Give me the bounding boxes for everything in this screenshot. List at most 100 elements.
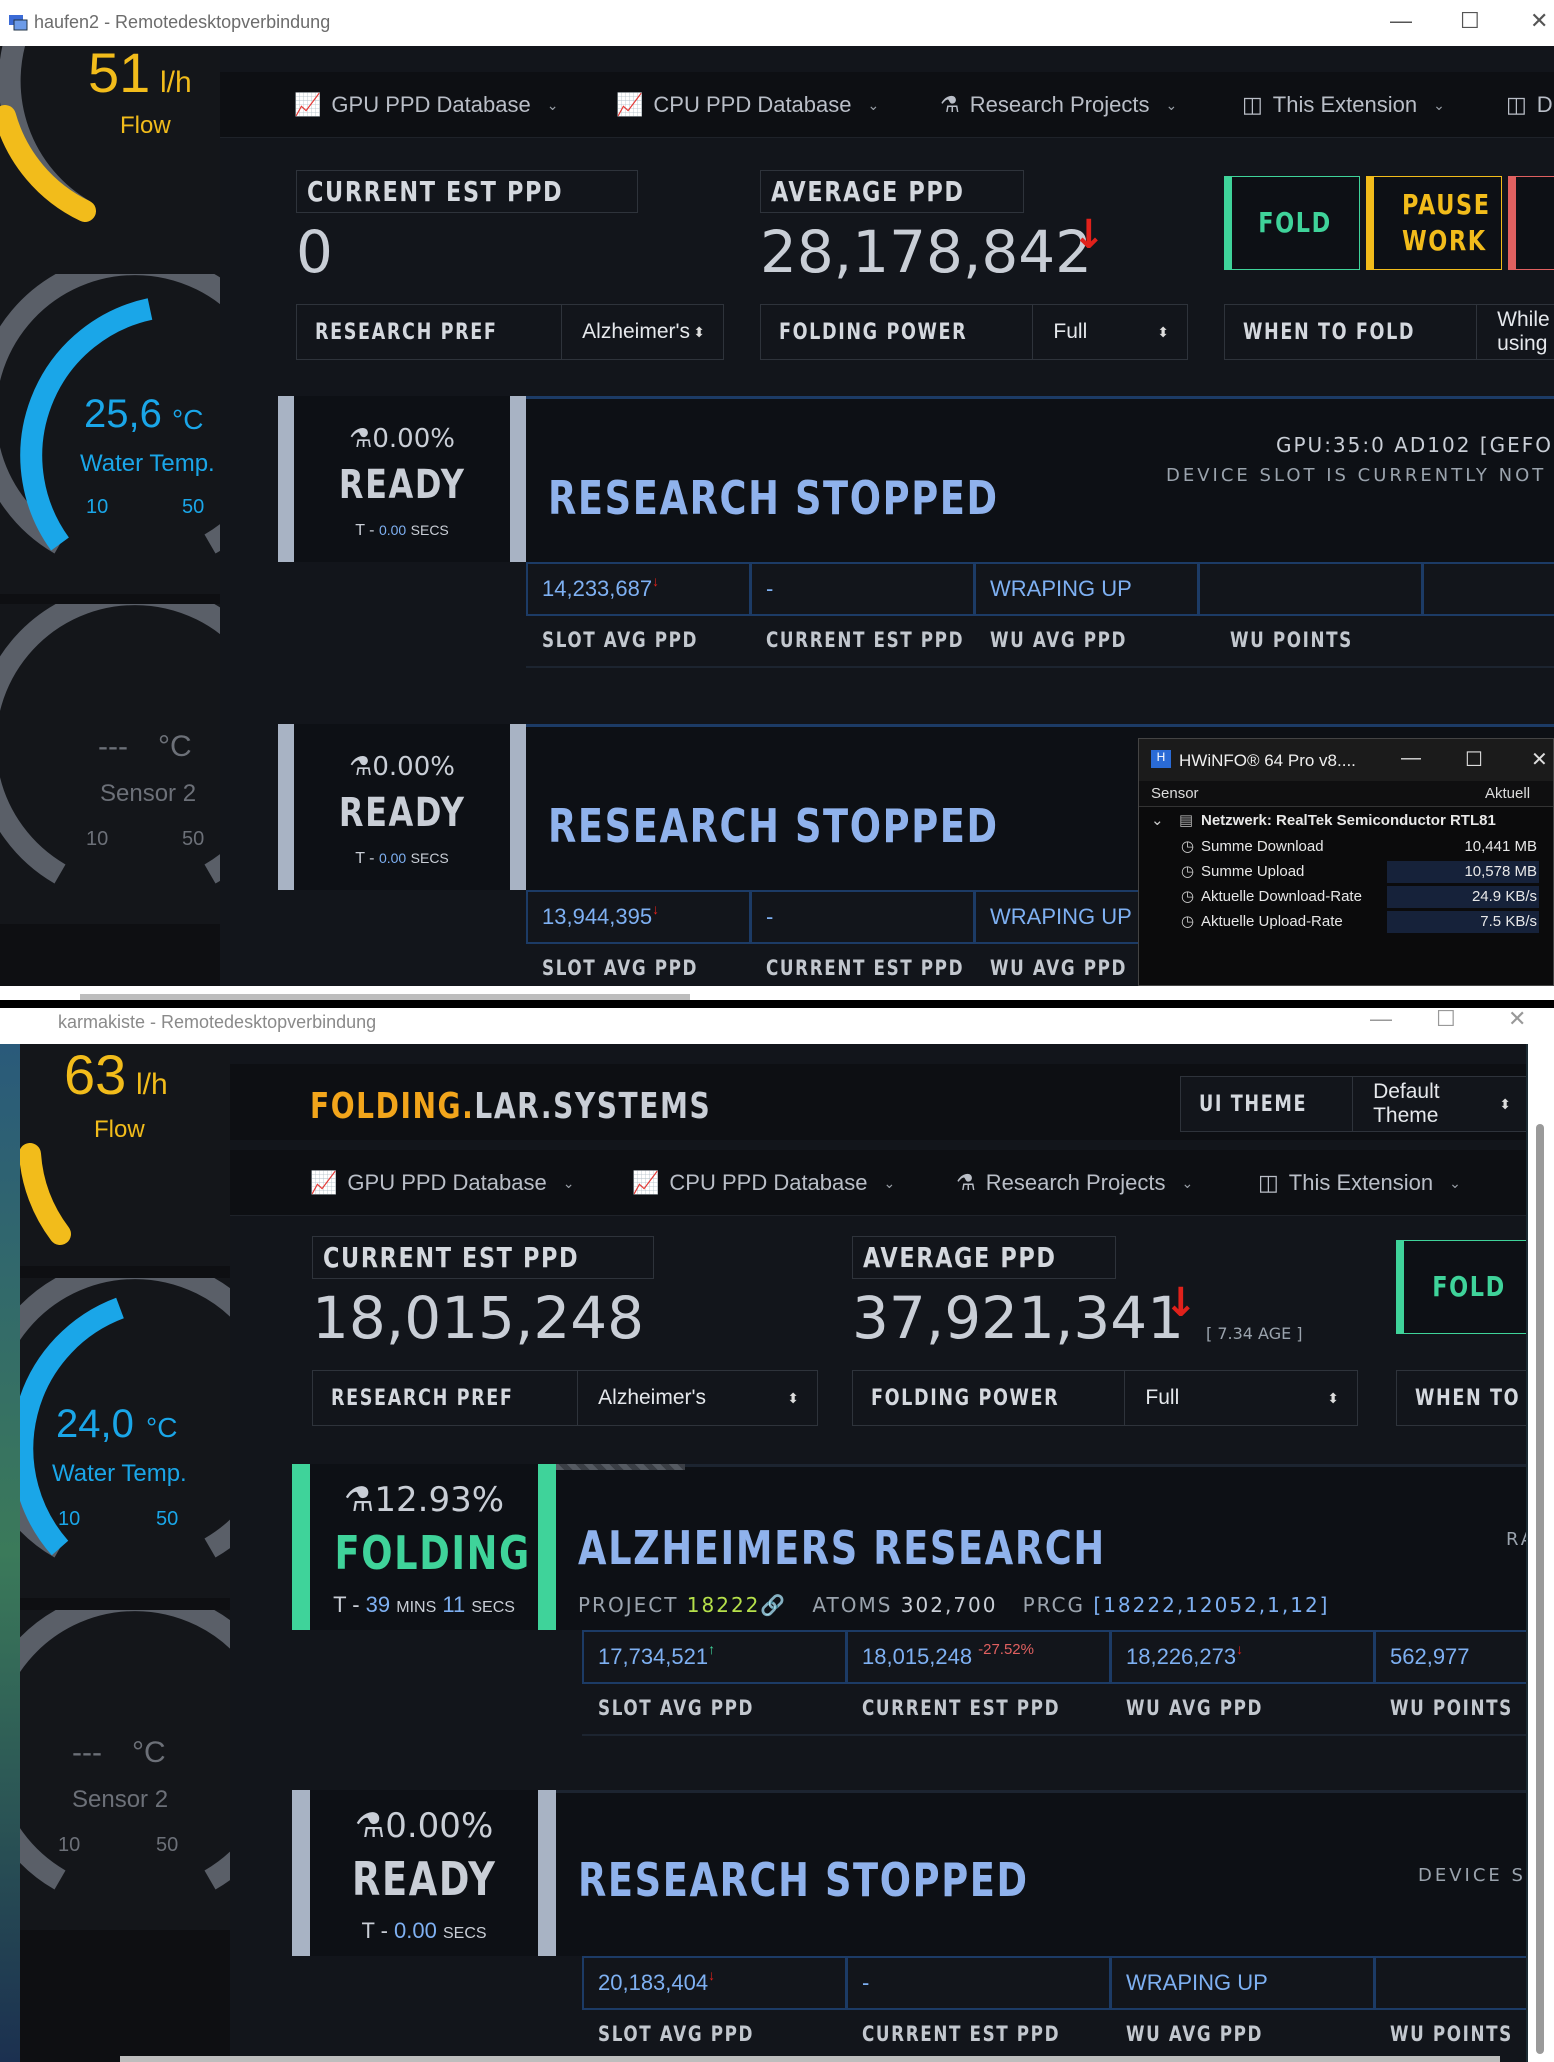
column-current[interactable]: Aktuell xyxy=(1485,785,1531,802)
hwinfo-sensor-row[interactable]: ◷ Aktuelle Upload-Rate 7.5 KB/s xyxy=(1139,910,1553,935)
trend-down-icon: ↓ xyxy=(1164,1280,1198,1326)
panel-icon: ◫ xyxy=(1506,92,1527,117)
sensor-name: Summe Download xyxy=(1201,838,1324,855)
nav-gpu-ppd-database[interactable]: 📈 GPU PPD Database ⌄ xyxy=(310,1170,574,1196)
nav-cpu-ppd-database[interactable]: 📈 CPU PPD Database ⌄ xyxy=(632,1170,895,1196)
when-to-fold-value[interactable]: While using xyxy=(1497,308,1550,355)
nav-label: GPU PPD Database xyxy=(347,1170,547,1195)
wu-points-label: WU POINTS xyxy=(1390,1696,1513,1720)
close-icon[interactable]: ✕ xyxy=(1508,1008,1527,1031)
research-pref-select[interactable]: RESEARCH PREF Alzheimer's ⬍ xyxy=(296,304,724,360)
sensor2-value: --- xyxy=(98,730,128,763)
water-temp-unit: °C xyxy=(172,404,204,435)
sensor-value: 7.5 KB/s xyxy=(1480,913,1537,930)
nav-gpu-ppd-database[interactable]: 📈 GPU PPD Database ⌄ xyxy=(294,92,558,118)
flow-gauge: 63 l/h Flow xyxy=(20,1044,230,1266)
when-to-fold-select[interactable]: WHEN TO FOLD While using xyxy=(1224,304,1554,360)
minimize-icon[interactable]: — xyxy=(1390,8,1412,33)
folding-power-value[interactable]: Full ⬍ xyxy=(1145,1386,1339,1409)
folding-power-value[interactable]: Full ⬍ xyxy=(1053,320,1169,343)
clock-icon: ◷ xyxy=(1181,888,1195,905)
hwinfo-sensor-row[interactable]: ◷ Summe Download 10,441 MB xyxy=(1139,835,1553,860)
slot-status-text: FOLDING xyxy=(334,1526,531,1580)
nav-this-extension[interactable]: ◫ This Extension ⌄ xyxy=(1242,92,1445,118)
minimize-icon[interactable]: — xyxy=(1401,747,1421,769)
project-link[interactable]: 18222 xyxy=(686,1593,761,1617)
close-icon[interactable]: ✕ xyxy=(1531,749,1548,771)
hwinfo-window[interactable]: H HWiNFO® 64 Pro v8.... — ☐ ✕ Sensor Akt… xyxy=(1138,738,1554,986)
select-arrows-icon: ⬍ xyxy=(787,1389,799,1406)
hwinfo-sensor-row[interactable]: ◷ Aktuelle Download-Rate 24.9 KB/s xyxy=(1139,885,1553,910)
water-temp-label: Water Temp. xyxy=(52,1460,187,1487)
water-temp-max: 50 xyxy=(182,496,205,518)
slot-title: RESEARCH STOPPED xyxy=(548,471,999,525)
flask-icon: ⚗ xyxy=(349,424,373,454)
ui-theme-value[interactable]: Default Theme ⬍ xyxy=(1373,1080,1511,1127)
sensor2-gauge-arc xyxy=(0,604,220,884)
ui-theme-select[interactable]: UI THEME Default Theme ⬍ xyxy=(1180,1076,1526,1132)
maximize-icon[interactable]: ☐ xyxy=(1465,749,1483,771)
vertical-scrollbar[interactable] xyxy=(1528,1044,1554,2062)
slot-avg-ppd-label: SLOT AVG PPD xyxy=(542,628,699,652)
fold-button[interactable]: FOLD xyxy=(1396,1240,1526,1334)
sensor-sidebar: 63 l/h Flow 24,0 °C Water Temp. 10 50 --… xyxy=(20,1044,230,2062)
maximize-icon[interactable]: ☐ xyxy=(1460,8,1480,33)
trend-down-icon: ↓ xyxy=(1072,212,1106,258)
nav-this-extension[interactable]: ◫ This Extension ⌄ xyxy=(1258,1170,1461,1196)
research-pref-value[interactable]: Alzheimer's ⬍ xyxy=(598,1386,799,1409)
average-ppd-value: 37,921,341 xyxy=(852,1284,1185,1352)
scrollbar-thumb[interactable] xyxy=(1536,1124,1544,2054)
window-titlebar[interactable]: haufen2 - Remotedesktopverbindung — ☐ ✕ xyxy=(0,0,1554,46)
column-sensor[interactable]: Sensor xyxy=(1151,785,1199,802)
hwinfo-group-row[interactable]: ⌄ ▤ Netzwerk: RealTek Semiconductor RTL8… xyxy=(1139,809,1553,834)
brand-logo[interactable]: FOLDING.LAR.SYSTEMS xyxy=(310,1086,712,1127)
folding-power-select[interactable]: FOLDING POWER Full ⬍ xyxy=(852,1370,1358,1426)
folding-power-select[interactable]: FOLDING POWER Full ⬍ xyxy=(760,304,1188,360)
wu-points-label: WU POINTS xyxy=(1230,628,1353,652)
maximize-icon[interactable]: ☐ xyxy=(1436,1008,1456,1031)
horizontal-scrollbar[interactable] xyxy=(120,2056,1500,2062)
panel-icon: ◫ xyxy=(1242,92,1263,117)
nav-research-projects[interactable]: ⚗ Research Projects ⌄ xyxy=(956,1170,1193,1196)
slot-divider-bar xyxy=(538,1790,556,1956)
slot-title: ALZHEIMERS RESEARCH xyxy=(578,1521,1106,1575)
slot-header: ALZHEIMERS RESEARCH RANK PROJECT 18222🔗 … xyxy=(556,1464,1526,1630)
slot-status-bar xyxy=(292,1790,310,1956)
stop-button[interactable] xyxy=(1508,176,1554,270)
wu-avg-ppd-cell: WRAPING UP xyxy=(974,562,1198,616)
flow-gauge-arc xyxy=(20,1143,71,1245)
slot-avg-ppd-label: SLOT AVG PPD xyxy=(598,2022,755,2046)
minimize-icon[interactable]: — xyxy=(1370,1008,1392,1031)
chevron-down-icon: ⌄ xyxy=(562,1174,575,1191)
nav-research-projects[interactable]: ⚗ Research Projects ⌄ xyxy=(940,92,1177,118)
when-to-fold-select[interactable]: WHEN TO F xyxy=(1396,1370,1526,1426)
slot-status-bar xyxy=(292,1464,310,1630)
expand-chevron-icon[interactable]: ⌄ xyxy=(1151,812,1164,829)
horizontal-scrollbar[interactable] xyxy=(80,994,690,1000)
chevron-down-icon: ⌄ xyxy=(883,1174,896,1191)
wu-points-cell: 562,977 xyxy=(1374,1630,1526,1684)
nav-label: GPU PPD Database xyxy=(331,92,531,117)
nav-label: This Extension xyxy=(1272,92,1418,117)
hwinfo-sensor-row[interactable]: ◷ Summe Upload 10,578 MB xyxy=(1139,860,1553,885)
research-pref-value[interactable]: Alzheimer's ⬍ xyxy=(582,320,705,343)
fold-button[interactable]: FOLD xyxy=(1224,176,1360,270)
current-est-ppd-cell: - xyxy=(846,1956,1110,2010)
water-temp-max: 50 xyxy=(156,1508,179,1530)
sensor-sidebar: 51 l/h Flow 25,6 °C Water Temp. 10 50 --… xyxy=(0,46,220,986)
flow-value: 63 xyxy=(64,1044,127,1106)
pause-work-button[interactable]: PAUSE WORK xyxy=(1366,176,1502,270)
nav-label: CPU PPD Database xyxy=(653,92,852,117)
link-icon[interactable]: 🔗 xyxy=(760,1593,788,1617)
current-est-ppd-cell: - xyxy=(750,890,974,944)
window-titlebar[interactable]: karmakiste - Remotedesktopverbindung — ☐… xyxy=(0,1008,1554,1044)
water-temp-gauge-arc xyxy=(20,1278,230,1558)
close-icon[interactable]: ✕ xyxy=(1530,8,1549,33)
wu-avg-ppd-cell: WRAPING UP xyxy=(1110,1956,1374,2010)
nav-cpu-ppd-database[interactable]: 📈 CPU PPD Database ⌄ xyxy=(616,92,879,118)
slot-status-text: READY xyxy=(338,462,466,508)
slot-separator xyxy=(582,1734,1526,1736)
research-pref-select[interactable]: RESEARCH PREF Alzheimer's ⬍ xyxy=(312,1370,818,1426)
nav-more[interactable]: ◫ D xyxy=(1506,92,1553,118)
hwinfo-titlebar[interactable]: H HWiNFO® 64 Pro v8.... — ☐ ✕ xyxy=(1139,739,1553,781)
